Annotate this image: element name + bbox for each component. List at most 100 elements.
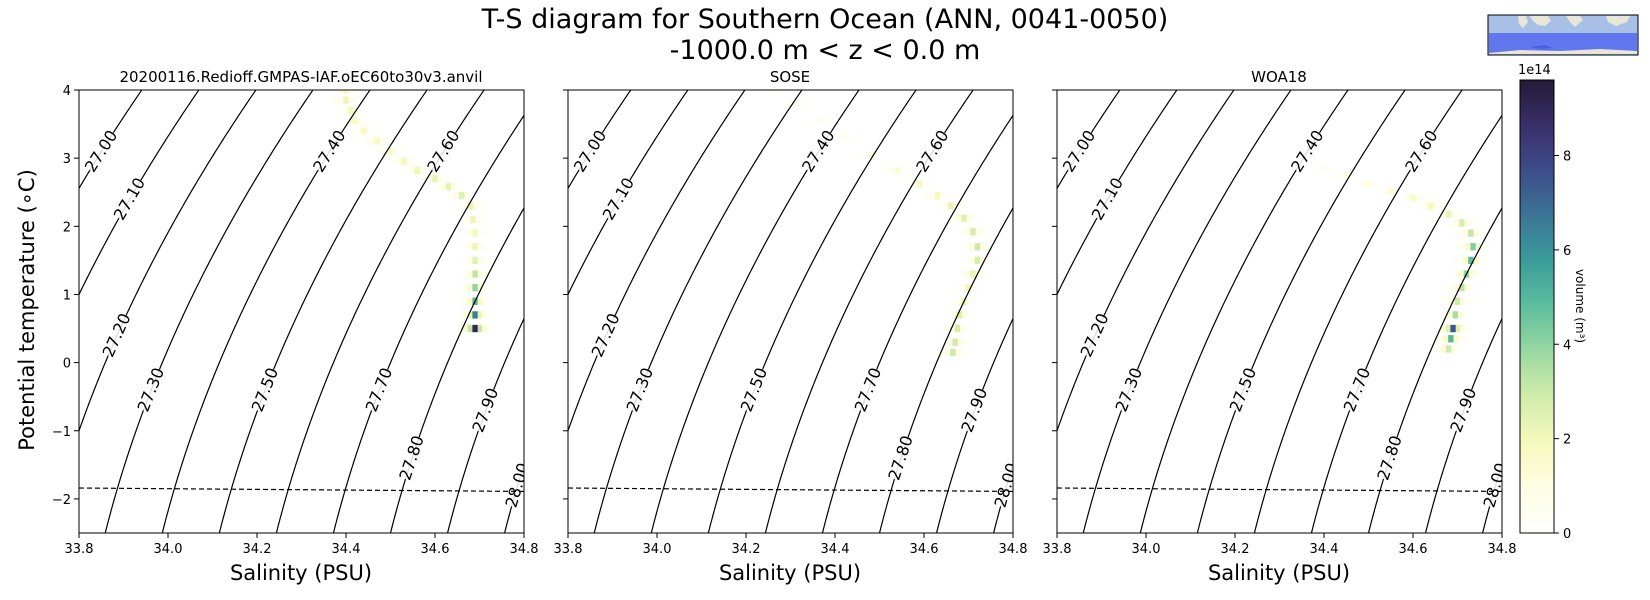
heatmap-halo-cell [463,283,469,292]
heatmap-halo-cell [1338,171,1345,179]
heatmap-halo-cell [942,311,949,319]
heatmap-halo-cell [974,228,981,236]
heatmap-halo-cell [343,106,349,115]
heatmap-halo-cell [373,147,380,156]
contour-label: 27.30 [623,365,658,415]
heatmap-halo-cell [956,283,962,292]
heatmap-halo-cell [352,90,358,94]
heatmap-halo-cell [1392,187,1399,195]
heatmap-halo-cell [1307,164,1313,173]
density-contour [1057,90,1178,296]
heatmap-halo-cell [1454,256,1460,265]
heatmap-halo-cell [1452,335,1459,343]
heatmap-halo-cell [1475,243,1481,251]
heatmap-halo-cell [467,297,474,305]
heatmap-halo-cell [954,348,961,357]
heatmap-halo-cell [477,297,483,305]
contour-label: 27.10 [599,174,638,223]
heatmap-halo-cell [1463,229,1469,237]
heatmap-halo-cell [956,214,963,222]
heatmap-halo-cell [1455,345,1461,353]
density-contour [104,90,314,533]
contour-label: 27.90 [1446,385,1480,435]
heatmap-halo-cell [1357,171,1363,179]
heatmap-halo-cell [338,116,344,125]
heatmap-halo-cell [463,324,469,333]
heatmap-halo-cell [1334,171,1340,179]
heatmap-halo-cell [477,256,483,265]
heatmap-halo-cell [1459,324,1466,333]
x-axis-label-woa18: Salinity (PSU) [1208,561,1350,585]
x-tick-label: 34.6 [910,542,939,557]
heatmap-halo-cell [1472,256,1479,265]
heatmap-halo-cell [1464,297,1470,305]
density-contour [1196,90,1406,533]
heatmap-halo-cell [947,338,954,346]
heatmap-halo-cell [904,166,910,175]
heatmap-halo-cell [1431,210,1438,218]
heatmap-halo-cell [885,166,891,175]
heatmap-halo-cell [481,297,488,305]
heatmap-halo-cell [467,270,474,278]
heatmap-halo-cell [1443,311,1449,319]
heatmap-halo-cell [431,183,437,191]
heatmap-halo-cell [467,256,474,265]
heatmap-halo-cell [378,147,384,156]
heatmap-halo-cell [405,166,411,175]
density-contour [650,90,860,533]
density-contour [878,206,1013,533]
heatmap-halo-cell [966,311,972,319]
heatmap-halo-cell [988,256,995,265]
heatmap-halo-cell [769,90,776,94]
heatmap-halo-cell [387,157,393,166]
heatmap-cell [974,243,981,251]
heatmap-halo-cell [1462,335,1468,343]
heatmap-halo-cell [458,311,464,319]
heatmap-halo-cell [979,256,985,265]
density-contour [446,317,524,533]
heatmap-halo-cell [833,116,839,125]
contour-label: 27.20 [99,310,135,360]
heatmap-halo-cell [467,311,474,319]
density-contour [593,90,803,533]
heatmap-halo-cell [477,202,483,210]
heatmap-halo-cell [1463,283,1470,292]
heatmap-halo-cell [853,151,860,159]
heatmap-halo-cell [1375,180,1381,188]
heatmap-halo-cell [333,106,340,115]
heatmap-halo-cell [984,256,990,265]
heatmap-halo-cell [356,127,362,135]
heatmap-halo-cell [477,229,483,237]
heatmap-halo-cell [366,116,372,125]
heatmap-cell [841,134,847,142]
heatmap-halo-cell [1437,202,1443,210]
x-axis-label-model: Salinity (PSU) [230,561,372,585]
heatmap-cell [1459,283,1465,292]
heatmap-cell [916,180,923,188]
heatmap-halo-cell [863,151,869,159]
density-contour [707,90,917,533]
heatmap-halo-cell [1361,180,1367,188]
heatmap-cell [1388,187,1394,195]
heatmap-cell [965,283,972,292]
heatmap-halo-cell [1473,283,1479,292]
heatmap-halo-cell [1468,270,1474,278]
heatmap-halo-cell [960,243,967,251]
colorbar-label: volume (m³) [1573,269,1587,343]
panel-title-sose: SOSE [770,68,810,86]
heatmap-halo-cell [486,297,492,305]
heatmap-cell [1470,243,1476,251]
heatmap-halo-cell [342,116,349,125]
heatmap-halo-cell [1445,297,1451,305]
axes-frame [78,89,525,534]
heatmap-halo-cell [1468,283,1474,292]
heatmap-halo-cell [951,283,958,292]
heatmap-cell [1448,335,1454,343]
heatmap-halo-cell [952,214,958,222]
heatmap-cell [774,90,780,94]
density-contour [218,90,428,533]
heatmap-cell [1445,210,1452,218]
heatmap-halo-cell [463,243,469,251]
contour-label: 27.80 [884,433,916,482]
